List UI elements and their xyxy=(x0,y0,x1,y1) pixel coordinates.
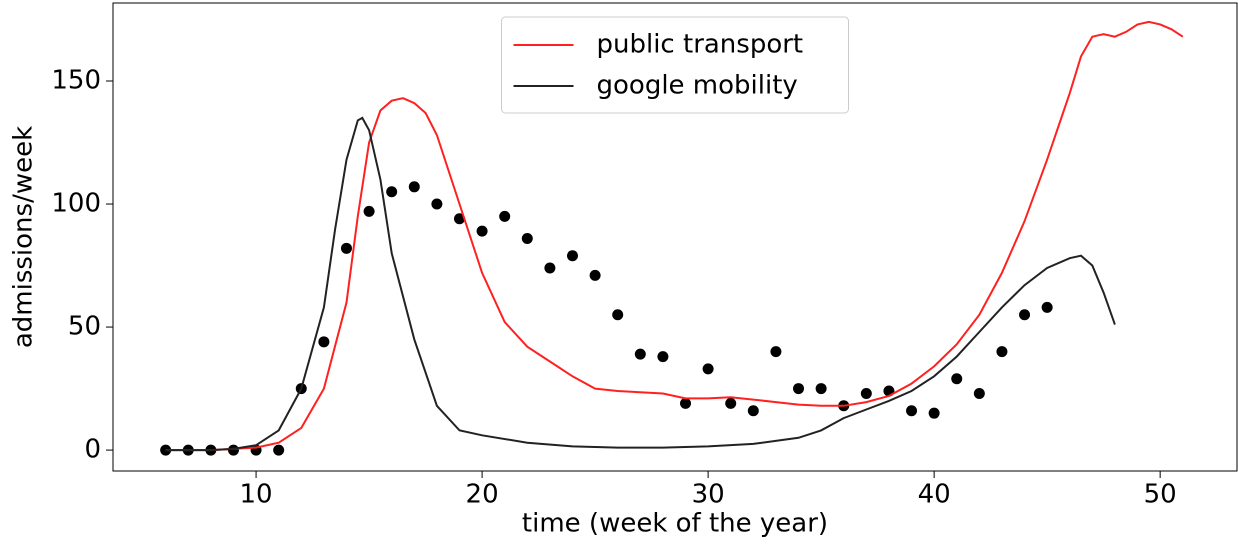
x-tick-label: 50 xyxy=(1144,480,1177,510)
data-point xyxy=(589,269,601,281)
data-point xyxy=(996,346,1008,358)
y-axis-label: admissions/week xyxy=(9,126,39,348)
data-point xyxy=(634,348,646,360)
axes-frame xyxy=(112,2,1238,472)
y-tick-label: 100 xyxy=(51,189,101,219)
data-point xyxy=(928,407,940,419)
data-point xyxy=(363,205,375,217)
data-point xyxy=(747,405,759,417)
x-tick-label: 30 xyxy=(692,480,725,510)
data-point xyxy=(273,444,285,456)
y-tick-label: 0 xyxy=(84,435,101,465)
data-point xyxy=(566,250,578,262)
data-point xyxy=(906,405,918,417)
x-axis-label: time (week of the year) xyxy=(522,509,828,539)
data-point xyxy=(476,225,488,237)
data-point xyxy=(793,383,805,395)
data-point xyxy=(815,383,827,395)
data-point xyxy=(680,397,692,409)
legend-label: public transport xyxy=(597,30,804,60)
data-point xyxy=(657,351,669,363)
data-point xyxy=(544,262,556,274)
y-tick-label: 50 xyxy=(68,312,101,342)
data-point xyxy=(499,210,511,222)
data-point xyxy=(227,444,239,456)
x-tick-label: 20 xyxy=(466,480,499,510)
line-series xyxy=(165,116,1116,452)
data-point xyxy=(386,186,398,198)
data-point xyxy=(612,309,624,321)
legend-box xyxy=(501,16,849,114)
data-point xyxy=(860,387,872,399)
data-point xyxy=(340,242,352,254)
y-tick-label: 150 xyxy=(51,66,101,96)
data-point xyxy=(318,336,330,348)
data-point xyxy=(973,387,985,399)
legend-label: google mobility xyxy=(597,71,798,101)
data-point xyxy=(725,397,737,409)
x-tick-label: 10 xyxy=(240,480,273,510)
data-point xyxy=(521,232,533,244)
line-series xyxy=(165,20,1184,452)
data-point xyxy=(160,444,172,456)
data-point xyxy=(408,181,420,193)
data-point xyxy=(1041,301,1053,313)
data-point xyxy=(1019,309,1031,321)
data-point xyxy=(702,363,714,375)
data-point xyxy=(770,346,782,358)
plot-area xyxy=(160,20,1184,456)
data-point xyxy=(453,213,465,225)
x-tick-label: 40 xyxy=(918,480,951,510)
data-point xyxy=(431,198,443,210)
data-point xyxy=(951,373,963,385)
